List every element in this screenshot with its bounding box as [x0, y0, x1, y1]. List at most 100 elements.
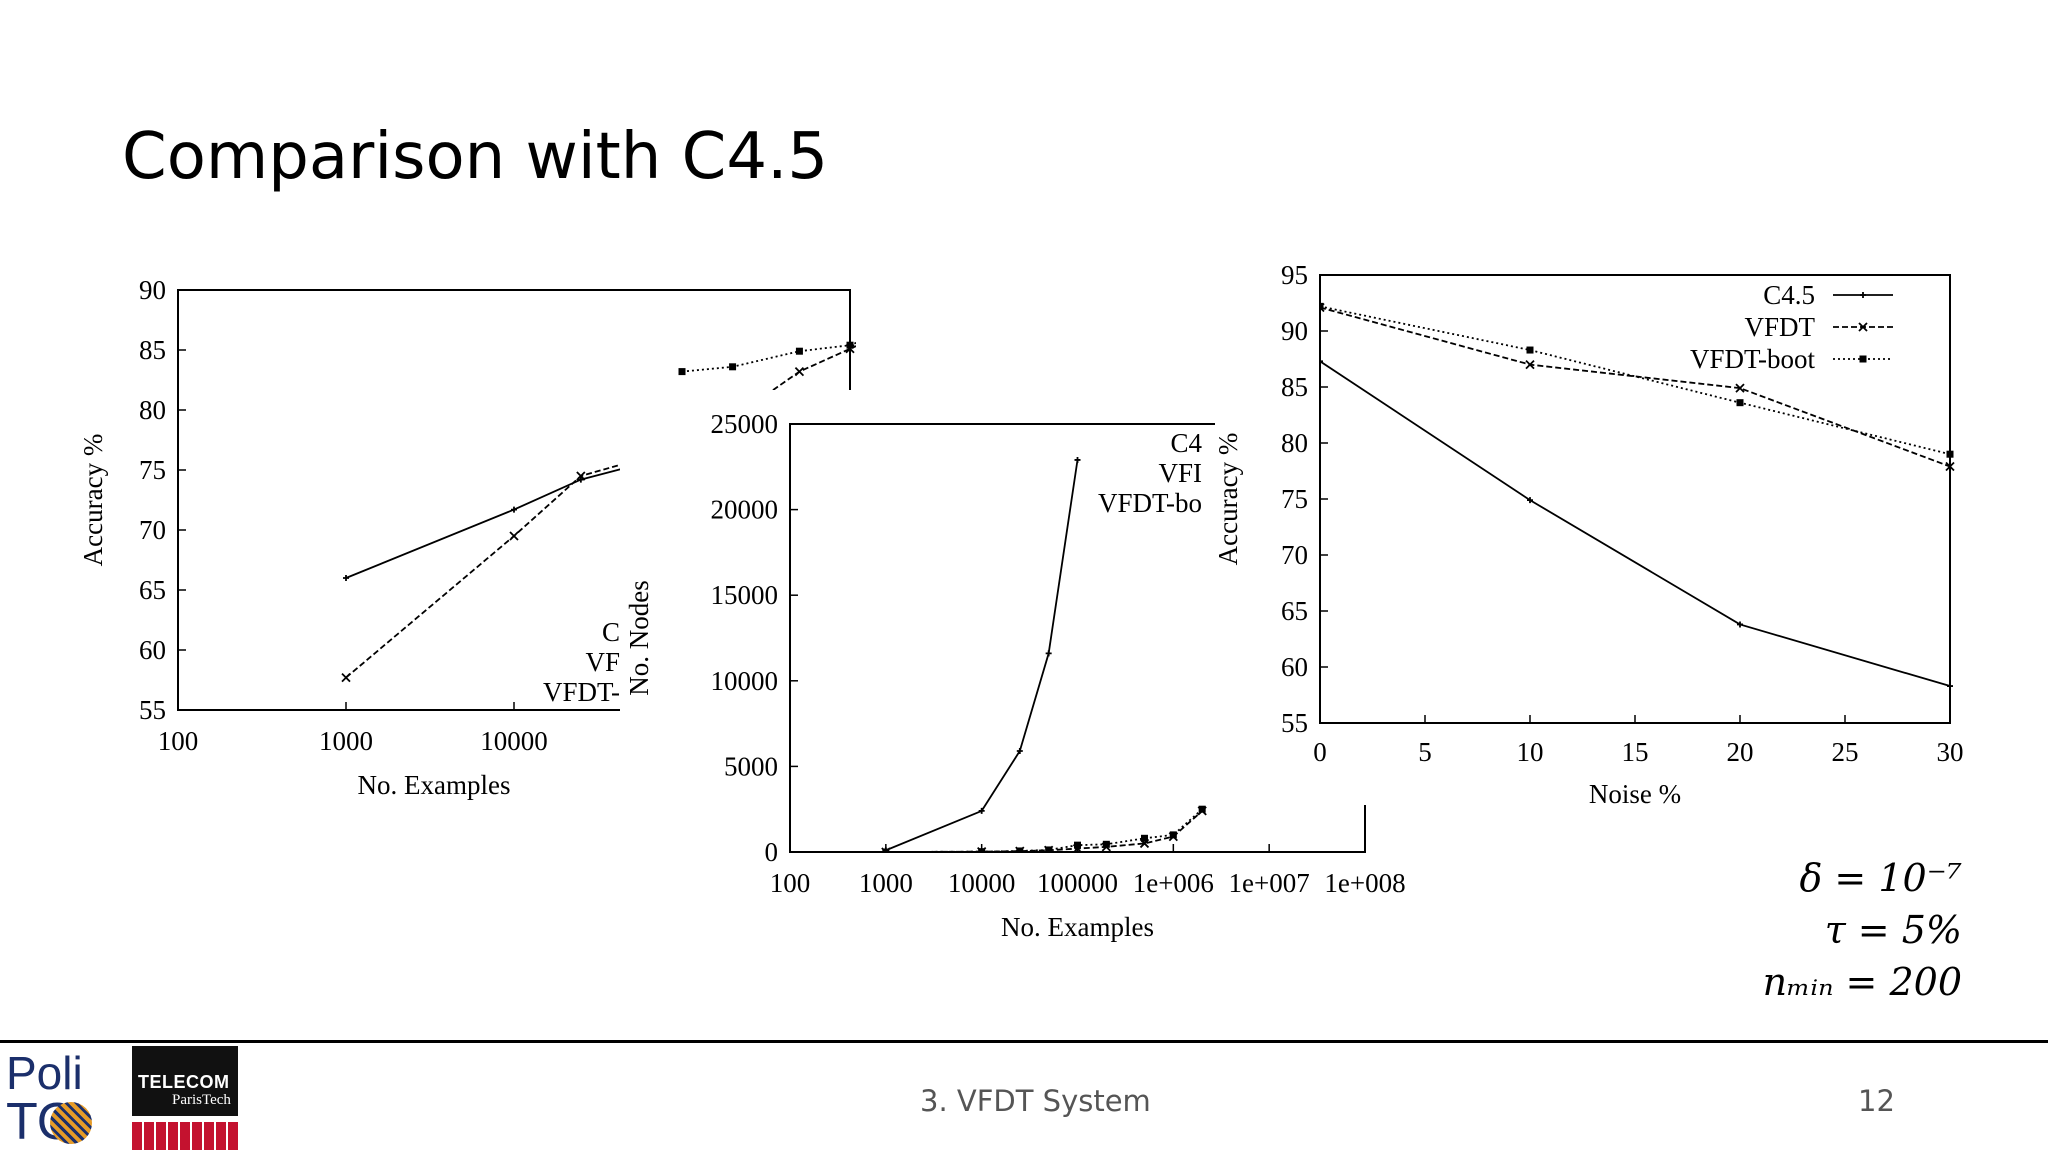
nodes-legend-label: VFI: [1158, 458, 1202, 488]
noise-ytick-label: 65: [1281, 596, 1308, 626]
acc-series-c4-5-point: [343, 575, 349, 581]
noise-legend-label: VFDT-boot: [1690, 344, 1816, 374]
acc-legend-label: VFDT-: [543, 677, 620, 707]
noise-series-vfdt-boot-point: [1526, 346, 1534, 354]
acc-series-vfdt-boot-point: [1015, 301, 1022, 308]
nodes-series-vfdt-boot-point: [1016, 847, 1024, 852]
noise-series-c4-5-point: [1947, 683, 1953, 690]
acc-ytick-label: 75: [139, 455, 166, 485]
nodes-series-vfdt-boot-point: [882, 848, 890, 852]
polito-logo: Poli TO: [6, 1050, 102, 1150]
noise-ytick-label: 90: [1281, 316, 1308, 346]
nodes-series-vfdt-boot-point: [1169, 831, 1177, 839]
noise-series-vfdt-point: [1945, 461, 1955, 472]
noise-series-vfdt-boot-point: [1946, 450, 1954, 458]
acc-xtick-label: 10000: [480, 726, 548, 756]
noise-series-vfdt-point: [1525, 359, 1535, 370]
tau-param: τ = 5%: [1824, 908, 1962, 952]
nodes-xtick-label: 1e+006: [1133, 868, 1214, 898]
nodes-ytick-label: 0: [765, 837, 779, 867]
noise-series-c4-5-line: [1320, 360, 1951, 687]
noise-legend-marker: [1859, 355, 1867, 363]
polito-logo-line1: Poli: [6, 1047, 83, 1099]
nodes-ytick-label: 15000: [711, 580, 779, 610]
noise-series-c4-5-point: [1527, 497, 1533, 504]
noise-xlabel: Noise %: [1589, 779, 1681, 809]
telecom-logo-line2: ParisTech: [172, 1092, 231, 1108]
nodes-ytick-label: 5000: [724, 751, 778, 781]
acc-ytick-label: 55: [139, 695, 166, 725]
noise-xtick-label: 10: [1517, 737, 1544, 767]
acc-series-vfdt-point: [963, 304, 971, 312]
parameter-box: δ = 10⁻⁷ τ = 5% nₘᵢₙ = 200: [1763, 852, 1962, 1008]
acc-legend-label: VF: [585, 647, 620, 677]
acc-series-vfdt-point: [341, 672, 351, 683]
acc-ytick-label: 65: [139, 575, 166, 605]
nodes-series-c4-5-point: [978, 807, 985, 814]
footer-section-title: 3. VFDT System: [920, 1084, 1151, 1118]
nodes-xtick-label: 1e+007: [1229, 868, 1310, 898]
telecom-logo-box: [132, 1046, 238, 1116]
nodes-ytick-label: 25000: [711, 409, 779, 439]
noise-series-c4-5-point: [1320, 358, 1323, 365]
acc-xlabel: No. Examples: [358, 770, 511, 800]
noise-series-group: [1320, 302, 1955, 690]
nodes-xtick-label: 100: [770, 868, 811, 898]
noise-ytick-label: 75: [1281, 484, 1308, 514]
footer-divider: [0, 1040, 2048, 1043]
acc-series-vfdt-boot-point: [846, 341, 854, 349]
noise-ytick-label: 60: [1281, 652, 1308, 682]
accuracy-vs-noise-svg: 55 60 65 70 75 80 85 90 95 0 5 10 15 20 25 30 Noise % Acc…: [1213, 260, 1964, 809]
acc-xtick-label: 1000: [319, 726, 373, 756]
noise-legend-label: VFDT: [1744, 312, 1815, 342]
noise-xtick-label: 5: [1418, 737, 1432, 767]
page-number: 12: [1858, 1084, 1895, 1118]
noise-series-vfdt-line: [1320, 306, 1951, 468]
nodes-series-vfdt-boot-point: [1198, 805, 1206, 813]
noise-ytick-label: 85: [1281, 372, 1308, 402]
acc-series-vfdt-point: [794, 366, 805, 377]
nodes-series-vfdt-boot-point: [978, 848, 986, 852]
acc-series-vfdt-boot-point: [678, 368, 686, 376]
noise-plot-frame: [1319, 274, 1951, 724]
acc-series-vfdt-point: [509, 531, 519, 541]
noise-ylabel: Accuracy %: [1213, 433, 1243, 566]
telecom-logo-line1: TELECOM: [138, 1072, 230, 1092]
polito-logo-emblem: [50, 1102, 92, 1144]
acc-ytick-label: 60: [139, 635, 166, 665]
acc-series-vfdt-point: [1014, 302, 1022, 310]
acc-ytick-label: 85: [139, 335, 166, 365]
slide-title: Comparison with C4.5: [122, 120, 829, 194]
acc-ylabel: Accuracy %: [78, 434, 108, 567]
nodes-series-c4-5-point: [1045, 650, 1052, 657]
noise-xtick-label: 15: [1622, 737, 1649, 767]
acc-series-vfdt-boot-point: [964, 306, 971, 313]
noise-series-vfdt-point: [1735, 383, 1745, 393]
nodes-series-vfdt-boot-point: [1074, 841, 1081, 849]
noise-ytick-label: 95: [1281, 260, 1308, 290]
acc-series-vfdt-boot-point: [729, 363, 737, 371]
acc-legend-label: C: [602, 617, 620, 647]
nodes-series-c4-5-point: [1016, 747, 1023, 754]
nodes-ylabel: No. Nodes: [624, 580, 654, 696]
noise-legend-label: C4.5: [1763, 280, 1815, 310]
acc-ytick-label: 80: [139, 395, 166, 425]
noise-xtick-label: 25: [1832, 737, 1859, 767]
nodes-xtick-label: 10000: [948, 868, 1016, 898]
acc-series-vfdt-boot-point: [795, 347, 803, 355]
nodes-xtick-label: 100000: [1037, 868, 1118, 898]
nodes-xtick-label: 1e+008: [1324, 868, 1405, 898]
delta-param: δ = 10⁻⁷: [1799, 856, 1962, 900]
nodes-series-vfdt-boot-point: [1140, 834, 1148, 842]
noise-series-vfdt-boot-point: [1320, 302, 1324, 310]
nodes-xlabel: No. Examples: [1001, 912, 1154, 942]
telecom-paristech-logo: TELECOM ParisTech: [132, 1046, 238, 1152]
nmin-param: nₘᵢₙ = 200: [1762, 960, 1962, 1004]
accuracy-vs-noise-chart: 55 60 65 70 75 80 85 90 95 0 5 10 15 20 25 30 Noise % Acc…: [1213, 255, 1998, 809]
noise-ytick-label: 80: [1281, 428, 1308, 458]
noise-legend-marker: [1860, 292, 1866, 298]
nodes-legend-label: VFDT-bo: [1098, 488, 1202, 518]
noise-series-c4-5-point: [1737, 621, 1743, 628]
acc-ytick-label: 90: [139, 275, 166, 305]
telecom-logo-emblem: [132, 1122, 238, 1150]
